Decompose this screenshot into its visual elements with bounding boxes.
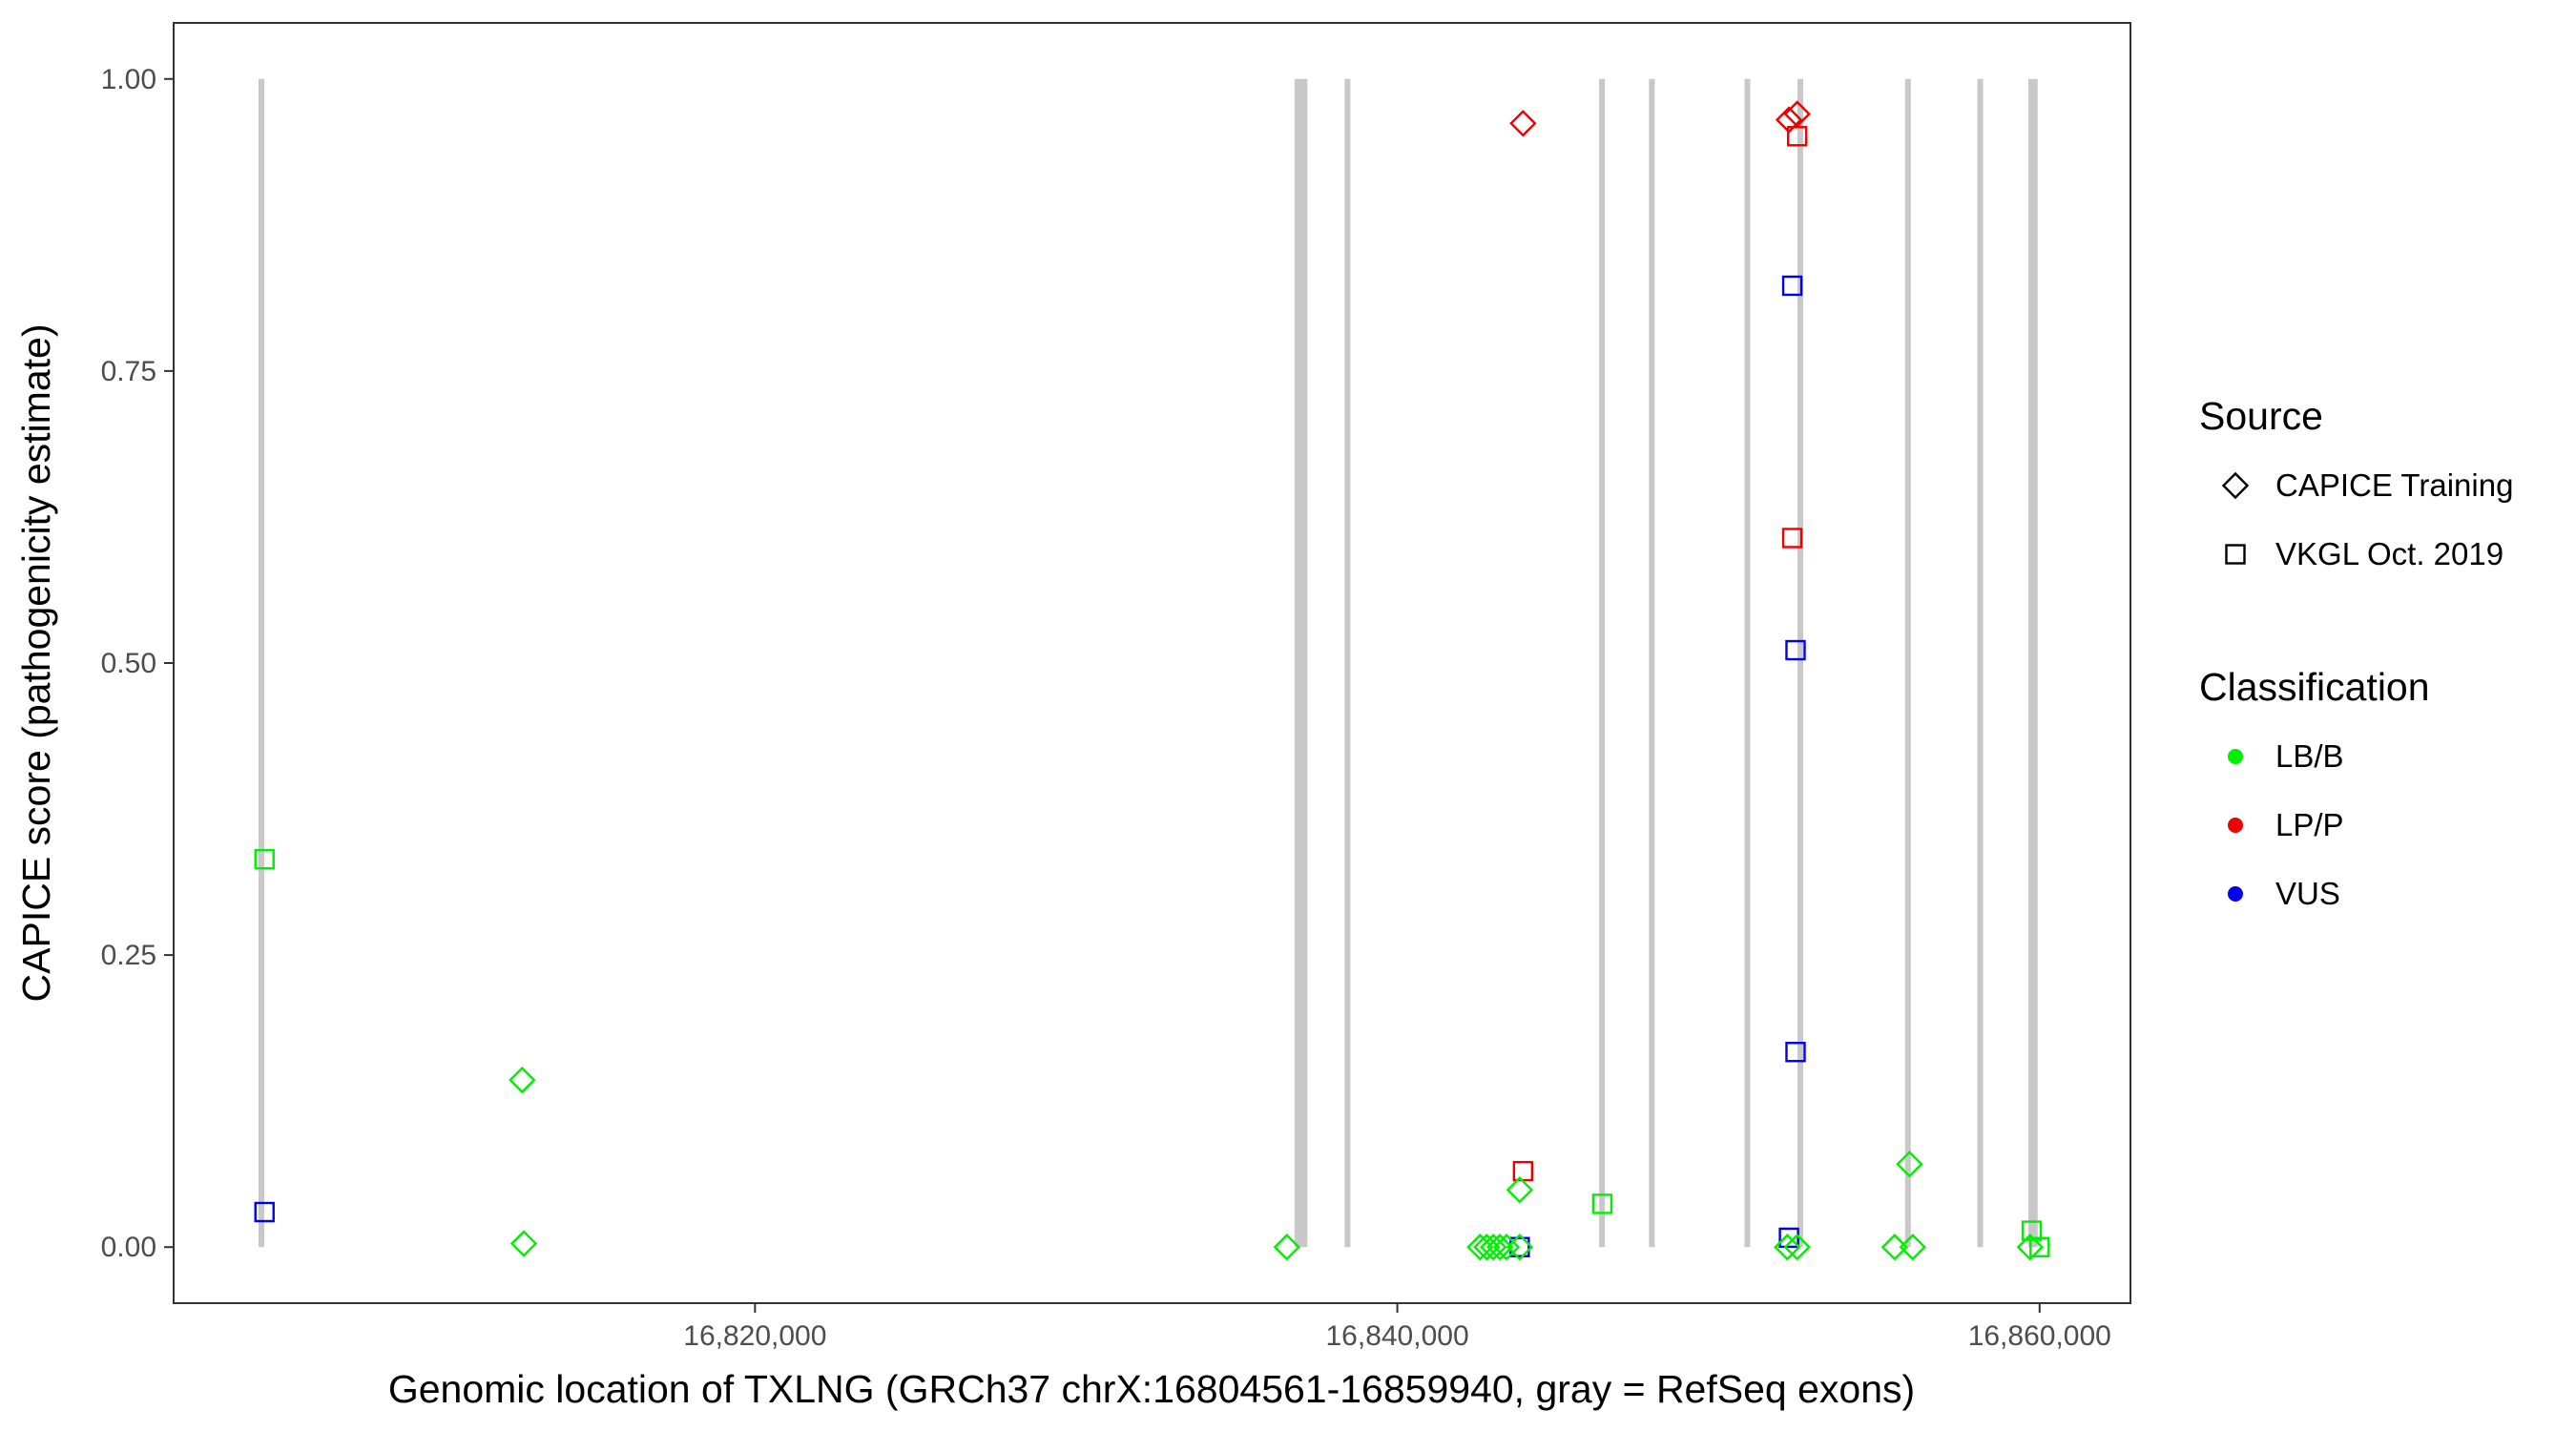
legend-label: CAPICE Training: [2275, 467, 2513, 503]
legend-marker: [2228, 886, 2243, 902]
point: [1480, 1234, 1507, 1261]
legend-label: VUS: [2275, 876, 2340, 911]
exon: [1649, 78, 1655, 1248]
x-axis-title: Genomic location of TXLNG (GRCh37 chrX:1…: [388, 1367, 1915, 1411]
exon: [259, 78, 265, 1248]
point: [1880, 1234, 1909, 1261]
x-tick-label: 16,840,000: [1325, 1320, 1468, 1352]
exon: [1744, 78, 1751, 1248]
legend-marker: [2228, 818, 2243, 833]
point: [1775, 106, 1803, 134]
point: [1785, 639, 1806, 661]
exon: [1977, 78, 1984, 1248]
point: [1896, 1151, 1923, 1178]
point: [1899, 1234, 1927, 1261]
point: [2021, 1220, 2043, 1241]
point: [1473, 1234, 1501, 1261]
point: [1778, 1227, 1799, 1249]
plot-border: [173, 22, 2131, 1304]
point: [1485, 1234, 1514, 1261]
x-tick-label: 16,820,000: [683, 1320, 826, 1352]
exon: [1294, 78, 1308, 1248]
y-axis-title: CAPICE score (pathogenicity estimate): [14, 324, 58, 1003]
y-tick-label: 0.25: [101, 940, 156, 971]
y-tick-label: 0.75: [101, 356, 156, 387]
point: [1466, 1234, 1494, 1261]
point: [1783, 100, 1811, 128]
point: [509, 1230, 538, 1257]
legend-title: Source: [2199, 394, 2323, 438]
exon: [1344, 78, 1351, 1248]
y-tick-label: 0.00: [101, 1232, 156, 1263]
y-tick-label: 0.50: [101, 648, 156, 679]
legend-marker: [2221, 471, 2250, 500]
point: [254, 1201, 275, 1223]
x-tick-label: 16,860,000: [1968, 1320, 2111, 1352]
legend-marker: [2225, 544, 2246, 565]
exon: [1904, 78, 1911, 1248]
point: [1512, 1160, 1534, 1182]
legend-label: LP/P: [2275, 807, 2344, 842]
y-tick-label: 1.00: [101, 64, 156, 95]
exon: [2027, 78, 2038, 1248]
legend-label: LB/B: [2275, 738, 2344, 774]
legend-label: VKGL Oct. 2019: [2275, 536, 2503, 571]
point: [1273, 1234, 1301, 1261]
exon: [1797, 78, 1804, 1248]
point: [1492, 1234, 1521, 1261]
point: [254, 849, 275, 870]
point: [1783, 1234, 1811, 1261]
point: [2029, 1236, 2050, 1257]
point: [509, 1066, 536, 1094]
point: [1774, 1234, 1801, 1261]
legend-marker: [2228, 749, 2243, 764]
point: [2016, 1234, 2045, 1261]
point: [1509, 110, 1537, 137]
point: [1781, 275, 1803, 297]
legend-title: Classification: [2199, 665, 2430, 709]
point: [1591, 1193, 1613, 1214]
point: [1506, 1176, 1534, 1204]
exon: [1599, 78, 1606, 1248]
point: [1781, 528, 1803, 549]
point: [1506, 1234, 1534, 1261]
point: [1785, 1042, 1806, 1063]
